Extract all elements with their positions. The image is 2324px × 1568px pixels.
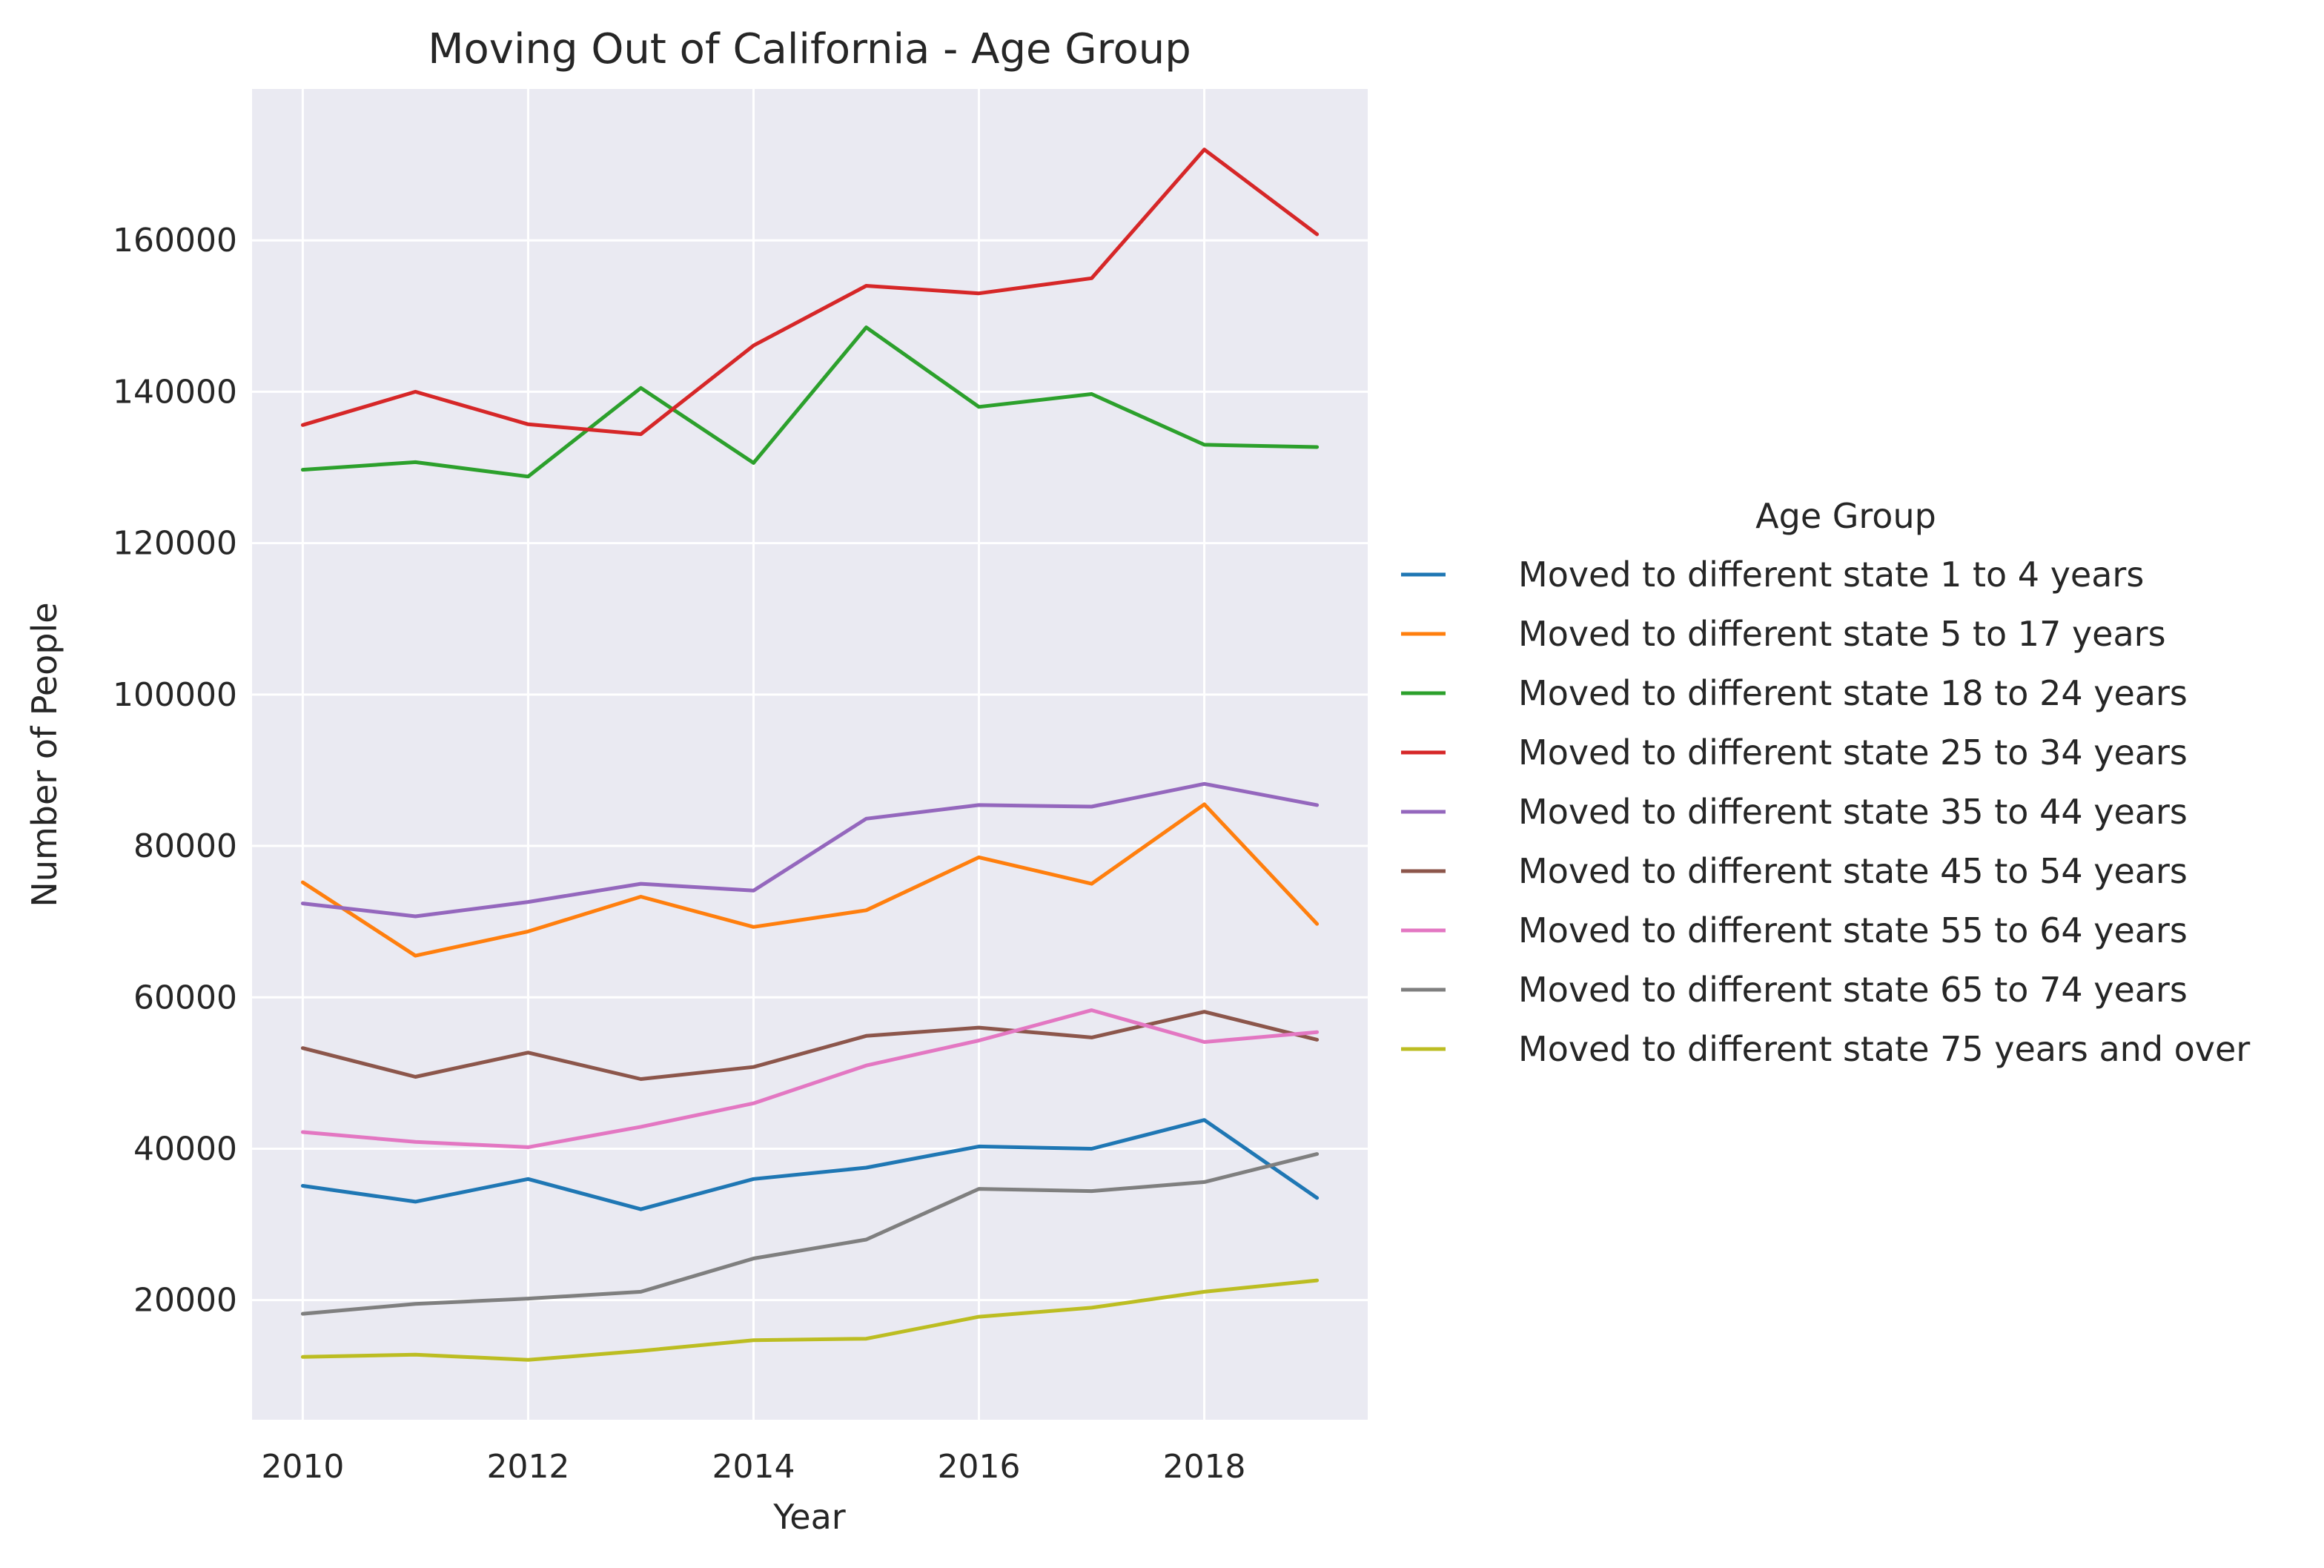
- y-tick-label: 80000: [133, 827, 237, 865]
- series-line: [300, 148, 1320, 437]
- plot-area: [252, 89, 1368, 1420]
- legend-label: Moved to different state 1 to 4 years: [1518, 555, 2144, 595]
- y-tick-label: 120000: [113, 525, 237, 563]
- series-line: [300, 1152, 1320, 1316]
- legend-label: Moved to different state 18 to 24 years: [1518, 673, 2188, 713]
- y-tick-labels: 20000 40000 60000 80000 100000 120000 140000 16…: [113, 222, 237, 1319]
- legend-label: Moved to different state 55 to 64 years: [1518, 910, 2188, 950]
- legend-label: Moved to different state 35 to 44 years: [1518, 792, 2188, 832]
- legend-label: Moved to different state 25 to 34 years: [1518, 732, 2188, 773]
- y-tick-label: 20000: [133, 1282, 237, 1320]
- y-tick-label: 100000: [113, 676, 237, 714]
- y-tick-label: 40000: [133, 1130, 237, 1168]
- chart-title: Moving Out of California - Age Group: [428, 25, 1191, 73]
- x-axis-label: Year: [772, 1497, 845, 1537]
- legend-label: Moved to different state 45 to 54 years: [1518, 851, 2188, 891]
- series-line: [300, 802, 1320, 958]
- x-tick-label: 2018: [1163, 1448, 1246, 1486]
- x-tick-label: 2010: [261, 1448, 344, 1486]
- legend: Age Group Moved to different state 1 to …: [1401, 496, 2250, 1069]
- grid: [252, 89, 1368, 1420]
- legend-items: Moved to different state 1 to 4 years Mov…: [1401, 555, 2250, 1069]
- y-tick-label: 60000: [133, 979, 237, 1016]
- x-tick-label: 2012: [486, 1448, 569, 1486]
- series-line: [300, 1278, 1320, 1362]
- series-line: [300, 781, 1320, 919]
- y-tick-label: 160000: [113, 222, 237, 259]
- x-tick-labels: 2010 2012 2014 2016 2018: [261, 1448, 1245, 1486]
- legend-label: Moved to different state 75 years and ov…: [1518, 1029, 2250, 1069]
- series-line: [300, 1118, 1320, 1211]
- legend-label: Moved to different state 5 to 17 years: [1518, 614, 2166, 654]
- series-line: [300, 1008, 1320, 1149]
- y-axis-label: Number of People: [24, 602, 64, 907]
- series-line: [300, 325, 1320, 479]
- x-tick-label: 2014: [712, 1448, 795, 1486]
- legend-label: Moved to different state 65 to 74 years: [1518, 970, 2188, 1010]
- y-tick-label: 140000: [113, 373, 237, 411]
- legend-title: Age Group: [1755, 496, 1936, 536]
- x-tick-label: 2016: [938, 1448, 1021, 1486]
- series-lines: [300, 148, 1320, 1362]
